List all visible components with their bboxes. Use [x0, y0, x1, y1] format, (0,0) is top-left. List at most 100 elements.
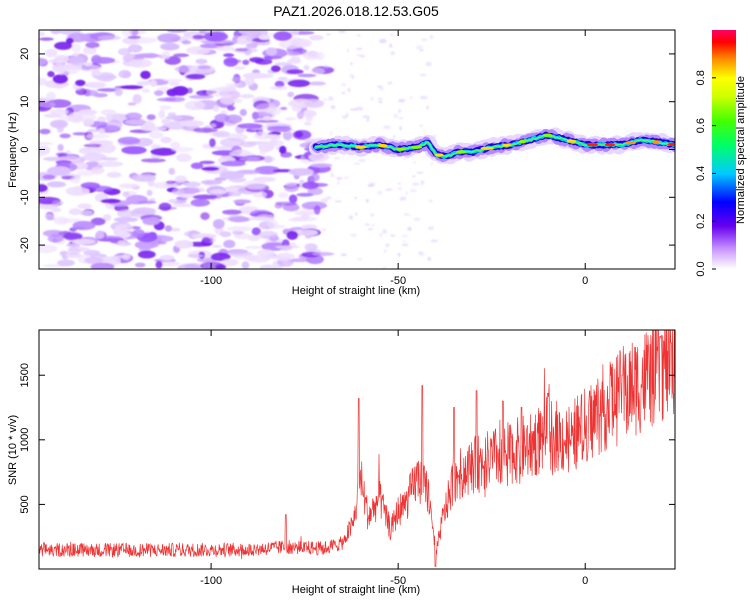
noise-blob	[39, 244, 58, 253]
noise-blob	[264, 122, 287, 127]
noise-blob	[420, 95, 428, 100]
noise-blob	[114, 85, 138, 89]
noise-blob	[308, 81, 326, 86]
noise-blob	[310, 67, 325, 75]
noise-blob	[154, 90, 164, 96]
noise-blob	[71, 43, 81, 53]
noise-blob	[87, 128, 101, 133]
noise-blob	[426, 105, 429, 110]
noise-blob	[190, 199, 205, 207]
noise-blob	[39, 101, 56, 108]
noise-blob	[170, 141, 181, 149]
noise-blob	[114, 227, 122, 234]
noise-blob	[264, 55, 273, 64]
noise-blob	[78, 147, 103, 155]
noise-blob	[45, 48, 58, 58]
noise-blob	[274, 62, 293, 66]
noise-blob	[82, 153, 107, 162]
noise-blob	[334, 200, 342, 203]
colorbar-tick-label: 0.4	[695, 166, 707, 181]
noise-blob	[57, 144, 64, 152]
noise-blob	[430, 239, 438, 243]
noise-blob	[192, 194, 218, 200]
noise-blob	[325, 196, 332, 200]
noise-blob	[330, 105, 336, 110]
noise-blob	[97, 161, 124, 168]
spectrogram-noise-field	[39, 30, 438, 269]
colorbar: 0.0 0.2 0.4 0.6 0.8 Normalized spectral ampl…	[695, 30, 747, 277]
noise-blob	[117, 136, 141, 145]
noise-blob	[253, 119, 280, 123]
noise-blob	[360, 54, 366, 58]
noise-blob	[91, 57, 116, 64]
noise-blob	[258, 230, 278, 239]
noise-blob	[429, 34, 434, 40]
noise-blob	[258, 141, 275, 152]
noise-blob	[259, 264, 276, 269]
signal-hotspot	[586, 143, 599, 147]
snr-x-axis-label: Height of straight line (km)	[292, 584, 420, 596]
noise-blob	[100, 198, 121, 204]
noise-blob	[387, 81, 393, 85]
noise-blob	[92, 75, 118, 79]
signal-hotspot	[542, 133, 553, 137]
noise-blob	[209, 189, 228, 195]
snr-series-line	[39, 330, 675, 567]
noise-blob	[164, 225, 173, 232]
noise-blob	[288, 217, 304, 222]
noise-blob	[269, 86, 289, 90]
noise-blob	[63, 232, 83, 241]
noise-blob	[368, 182, 376, 187]
noise-blob	[251, 227, 261, 236]
noise-blob	[376, 190, 383, 196]
noise-blob	[135, 137, 153, 147]
noise-blob	[243, 180, 267, 190]
noise-blob	[425, 61, 432, 67]
noise-blob	[238, 30, 257, 35]
noise-blob	[102, 214, 112, 222]
noise-blob	[419, 124, 423, 127]
noise-blob	[80, 210, 93, 216]
noise-blob	[350, 233, 357, 238]
noise-blob	[181, 40, 192, 45]
noise-blob	[184, 100, 206, 111]
noise-blob	[99, 143, 116, 154]
noise-blob	[155, 261, 163, 269]
noise-blob	[320, 198, 328, 204]
noise-blob	[231, 77, 241, 83]
spectrogram-panel: -100 -50 0 20 10 0 -10 -20 Height of straight …	[7, 29, 676, 297]
noise-blob	[304, 243, 318, 251]
y-tick-label: 20	[19, 48, 31, 60]
noise-blob	[148, 131, 164, 139]
noise-blob	[68, 208, 82, 216]
noise-blob	[90, 262, 115, 269]
noise-blob	[244, 245, 263, 249]
noise-blob	[325, 33, 331, 36]
noise-blob	[364, 223, 371, 226]
noise-blob	[377, 97, 383, 101]
noise-blob	[230, 40, 238, 44]
noise-blob	[300, 224, 318, 230]
noise-blob	[379, 38, 387, 44]
noise-blob	[97, 35, 122, 41]
snr-y-axis-label: SNR (10 * v/v)	[7, 415, 19, 485]
noise-blob	[158, 109, 166, 119]
noise-blob	[100, 109, 117, 116]
noise-blob	[47, 71, 55, 78]
noise-blob	[341, 83, 347, 87]
noise-blob	[287, 51, 300, 56]
noise-blob	[46, 91, 56, 101]
noise-blob	[343, 176, 350, 179]
noise-blob	[397, 252, 401, 257]
snr-frame	[38, 329, 676, 570]
noise-blob	[235, 48, 249, 52]
noise-blob	[186, 87, 193, 94]
noise-blob	[288, 168, 314, 176]
noise-blob	[201, 236, 211, 247]
noise-blob	[370, 213, 374, 217]
noise-blob	[294, 131, 304, 138]
noise-blob	[223, 57, 239, 67]
noise-blob	[302, 50, 320, 61]
spectrogram-y-axis-label: Frequency (Hz)	[7, 112, 19, 188]
